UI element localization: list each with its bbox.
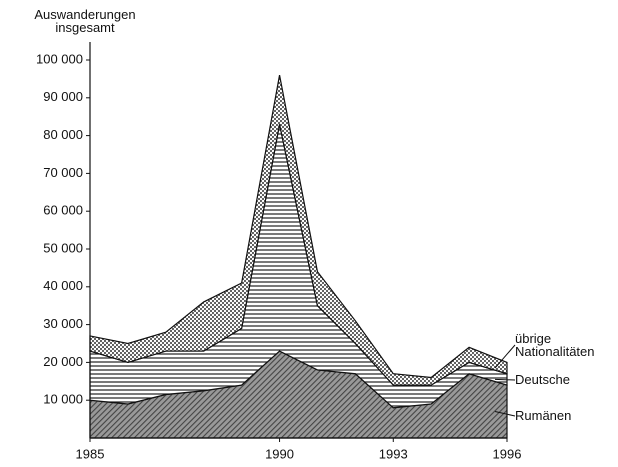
y-tick-label: 70 000: [43, 165, 83, 180]
y-tick-label: 50 000: [43, 240, 83, 255]
legend-label: Deutsche: [515, 372, 570, 387]
y-tick-label: 20 000: [43, 354, 83, 369]
x-tick-label: 1990: [265, 446, 294, 461]
legend-label: Rumänen: [515, 408, 572, 423]
area: [89, 75, 508, 386]
leader-line: [494, 378, 516, 381]
leader-line: [494, 344, 516, 369]
leader-line: [494, 411, 516, 417]
y-axis-label: Auswanderungen insgesamt: [34, 7, 136, 35]
y-tick-label: 30 000: [43, 316, 83, 331]
y-tick-label: 90 000: [43, 89, 83, 104]
y-tick-label: 100 000: [36, 51, 83, 66]
x-tick-label: 1993: [379, 446, 408, 461]
x-tick-label: 1996: [493, 446, 522, 461]
x-tick-label: 1985: [76, 446, 105, 461]
y-tick-label: 10 000: [43, 392, 83, 407]
legend-label: übrige Nationalitäten: [515, 331, 595, 359]
y-tick-label: 40 000: [43, 278, 83, 293]
y-tick-label: 80 000: [43, 127, 83, 142]
y-tick-label: 60 000: [43, 203, 83, 218]
